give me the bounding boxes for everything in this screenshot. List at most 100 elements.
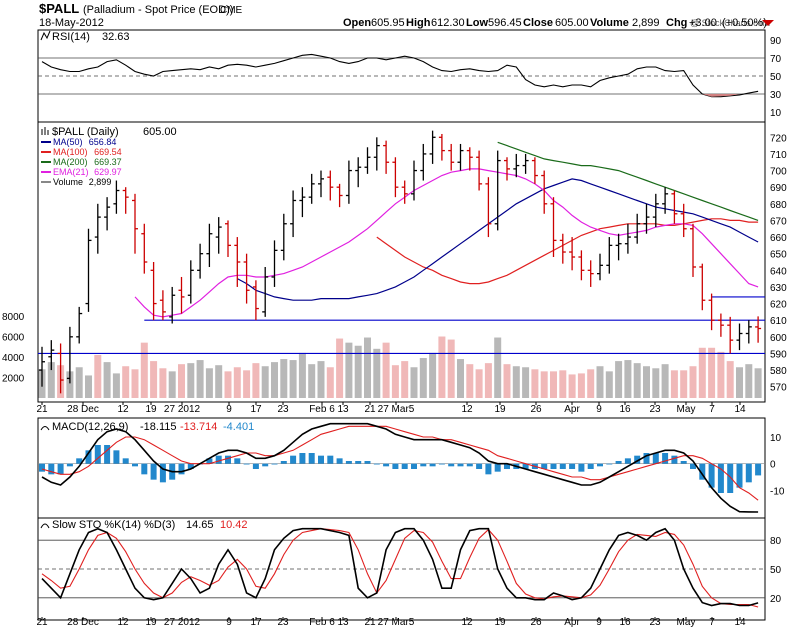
x-axis-label: 9: [596, 617, 602, 628]
volume-bar: [661, 364, 669, 398]
volume-bar: [717, 351, 725, 398]
macd-histogram-bar: [717, 463, 724, 493]
chg-value: +3.00: [689, 17, 717, 29]
price-tick-label: 630: [770, 283, 787, 294]
macd-value: -18.115: [140, 421, 177, 433]
sto-tick-label: 50: [770, 565, 782, 576]
x-axis-label: 12: [461, 617, 473, 628]
volume-bar: [103, 362, 111, 398]
volume-bar: [429, 352, 437, 398]
legend-name: MA(50): [53, 137, 83, 147]
quote-line: Open 605.95 High 612.30 Low 596.45 Close…: [343, 17, 767, 29]
volume-bar: [568, 374, 576, 398]
volume-bar: [345, 342, 353, 398]
price-title-value: 605.00: [143, 126, 177, 138]
volume-bar: [401, 361, 409, 398]
macd-signal-line: [41, 425, 759, 501]
volume-bar: [512, 366, 520, 398]
volume-bar: [643, 366, 650, 398]
volume-bar: [336, 338, 344, 398]
volume-bar: [596, 366, 604, 398]
macd-histogram-bar: [597, 463, 603, 467]
macd-histogram-bar: [85, 450, 92, 464]
macd-histogram-bar: [94, 445, 101, 464]
x-axis-label: 14: [734, 617, 746, 628]
macd-histogram-bar: [252, 463, 259, 469]
volume-bar: [280, 359, 288, 398]
macd-histogram-bar: [271, 463, 278, 465]
macd-histogram-bar: [336, 458, 343, 464]
volume-bar: [633, 363, 641, 398]
macd-line: [41, 422, 759, 513]
macd-title-group: MACD(12,26,9) -18.115 -13.714 -4.401: [40, 421, 254, 433]
sto-title: Slow STO %K(14) %D(3): [52, 519, 175, 531]
x-axis-label: 13: [337, 617, 349, 628]
macd-title: MACD(12,26,9): [52, 421, 128, 433]
x-axis-label: 9: [226, 404, 232, 415]
x-axis-label: 19: [494, 404, 506, 415]
price-tick-label: 700: [770, 167, 787, 178]
rsi-icon: [40, 30, 51, 41]
legend-value: 2,899: [89, 177, 112, 187]
macd-histogram-bar: [150, 463, 157, 480]
macd-histogram-bar: [448, 463, 455, 467]
legend-value: 629.97: [94, 167, 122, 177]
price-tick-label: 640: [770, 266, 787, 277]
macd-histogram-bar: [299, 453, 306, 464]
macd-histogram-bar: [476, 463, 483, 469]
volume-bar: [475, 369, 483, 398]
volume-bar: [494, 337, 502, 398]
volume-bar: [531, 369, 539, 398]
macd-histogram-bar: [57, 463, 64, 475]
price-tick-label: 690: [770, 183, 787, 194]
volume-bar: [624, 360, 632, 398]
close-value: 605.00: [555, 17, 589, 29]
macd-histogram-bar: [559, 463, 566, 469]
macd-histogram-bar: [345, 461, 352, 464]
volume-bar: [652, 368, 660, 398]
macd-histogram-bar: [485, 463, 492, 475]
rsi-tick-label: 70: [770, 54, 782, 65]
macd-histogram-bar: [122, 458, 129, 464]
x-axis-label: 19: [145, 617, 157, 628]
sto-d-value: 10.42: [220, 519, 248, 531]
x-axis-label: 12: [461, 404, 473, 415]
sto-tick-label: 20: [770, 594, 782, 605]
macd-histogram-bar: [680, 461, 687, 464]
sto-icon: [40, 523, 50, 529]
x-axis-label: 27 2012: [164, 617, 201, 628]
macd-histogram-bar: [401, 463, 408, 469]
rsi-title-group: RSI(14) 32.63: [40, 30, 130, 43]
macd-histogram-bar: [550, 463, 557, 469]
macd-histogram-bar: [178, 463, 185, 475]
volume-bar: [670, 370, 678, 398]
volume-bar: [726, 361, 734, 398]
volume-bar: [438, 336, 446, 398]
high-label: High: [406, 17, 431, 29]
macd-histogram-bar: [671, 455, 678, 464]
x-axis-label: 21: [36, 404, 48, 415]
price-tick-label: 620: [770, 300, 787, 311]
low-value: 596.45: [488, 17, 522, 29]
rsi-value: 32.63: [102, 31, 130, 43]
x-axis-label: Apr: [564, 617, 580, 628]
macd-histogram-bar: [308, 453, 315, 464]
open-value: 605.95: [371, 17, 405, 29]
volume-bar: [410, 367, 418, 398]
macd-histogram-bar: [615, 461, 622, 464]
macd-histogram-bar: [634, 455, 641, 464]
volume-bar: [680, 370, 688, 398]
macd-histogram-bar: [243, 463, 250, 465]
volume-bar: [587, 369, 595, 398]
macd-histogram-bar: [206, 458, 213, 464]
x-axis-label: 21: [364, 404, 376, 415]
macd-histogram-bar: [318, 455, 324, 464]
macd-hist-value: -4.401: [223, 421, 254, 433]
macd-histogram-bar: [699, 463, 706, 480]
x-axis-label: 21: [364, 617, 376, 628]
volume-tick-label: 8000: [2, 312, 25, 323]
macd-histogram-bar: [327, 455, 334, 464]
volume-bar: [364, 337, 371, 398]
symbol-description: (Palladium - Spot Price (EOD)): [83, 4, 233, 16]
open-label: Open: [343, 17, 371, 29]
